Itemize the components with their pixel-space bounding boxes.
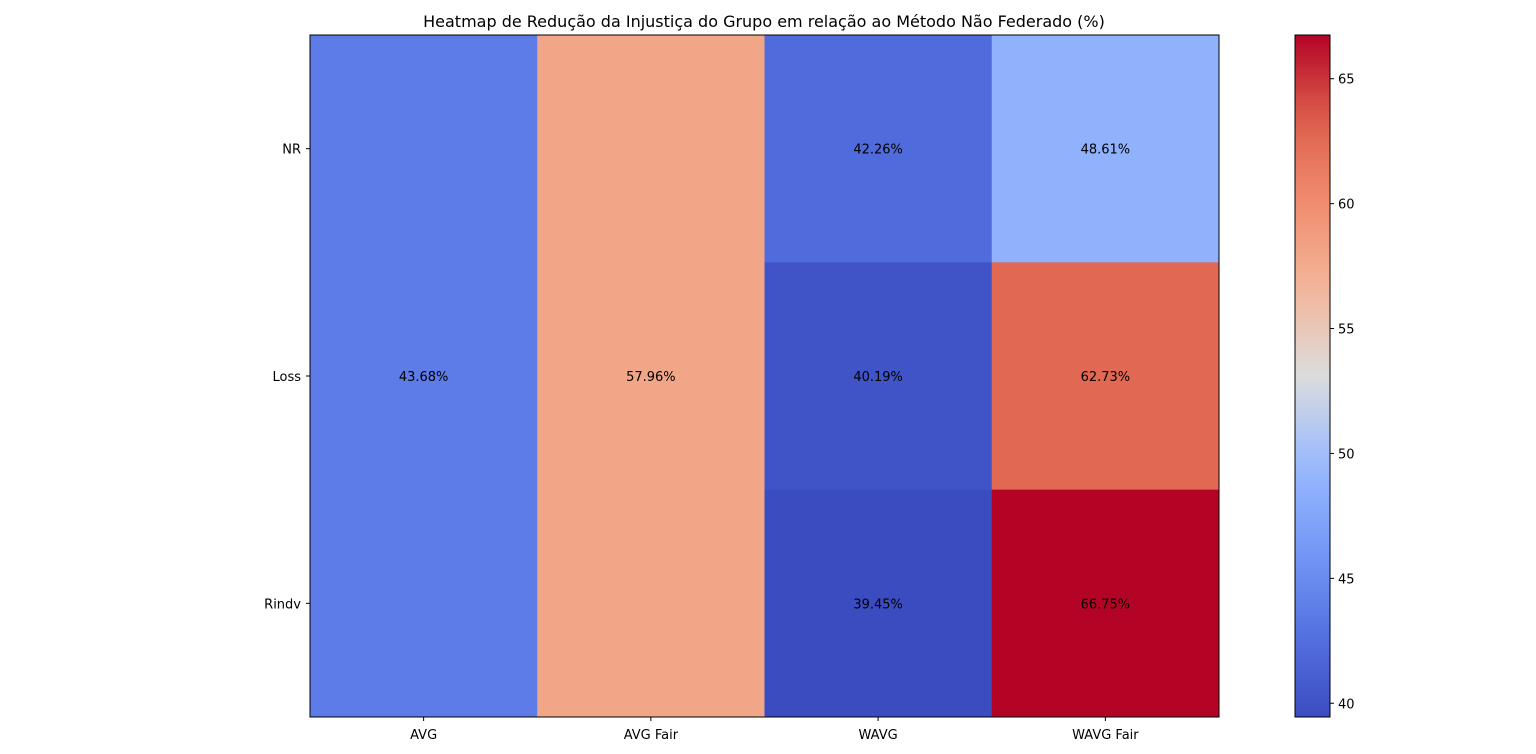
cell-value-label: 57.96%	[626, 370, 676, 385]
heatmap-cell	[537, 35, 765, 263]
heatmap-cells: 43.68% 57.96% 42.26% 40.19% 39.45% 48.61% 62.7…	[310, 35, 1220, 718]
cell-value-label: 43.68%	[399, 370, 449, 385]
heatmap-cell	[310, 489, 538, 718]
cell-value-label: 62.73%	[1081, 370, 1131, 385]
x-axis: AVG AVG Fair WAVG WAVG Fair	[410, 717, 1139, 743]
y-axis: NR Loss Rindv	[264, 143, 310, 612]
colorbar-gradient	[1295, 35, 1330, 717]
heatmap-cell	[764, 262, 993, 491]
cell-value-label: 40.19%	[853, 370, 903, 385]
colorbar-tick-label: 65	[1338, 73, 1355, 88]
colorbar-tick-label: 60	[1338, 198, 1355, 213]
colorbar: 40 45 50 55 60 65	[1294, 34, 1355, 718]
heatmap-cell	[310, 35, 538, 263]
colorbar-frame	[1294, 34, 1331, 718]
colorbar-tick-label: 40	[1338, 697, 1355, 712]
colorbar-tick-label: 45	[1338, 572, 1355, 587]
x-tick-label: WAVG Fair	[1072, 728, 1139, 743]
heatmap-cell	[310, 262, 538, 491]
heatmap-cell	[537, 262, 765, 491]
chart-title: Heatmap de Redução da Injustiça do Grupo…	[423, 12, 1105, 31]
heatmap-cell	[991, 35, 1220, 263]
heatmap-cell	[764, 489, 993, 718]
heatmap-cell	[991, 262, 1220, 491]
heatmap-cell	[764, 35, 993, 263]
y-tick-label: NR	[282, 143, 301, 158]
heatmap-cell	[537, 489, 765, 718]
colorbar-tick-label: 50	[1338, 447, 1355, 462]
cell-value-label: 39.45%	[853, 597, 903, 612]
cell-value-label: 42.26%	[853, 143, 903, 158]
heatmap-cell	[991, 489, 1220, 718]
cell-value-label: 66.75%	[1081, 597, 1131, 612]
y-tick-label: Loss	[272, 370, 301, 385]
colorbar-tick-label: 55	[1338, 323, 1355, 338]
x-tick-label: AVG	[410, 728, 437, 743]
x-tick-label: AVG Fair	[624, 728, 679, 743]
x-tick-label: WAVG	[859, 728, 898, 743]
cell-value-label: 48.61%	[1081, 143, 1131, 158]
y-tick-label: Rindv	[264, 597, 301, 612]
